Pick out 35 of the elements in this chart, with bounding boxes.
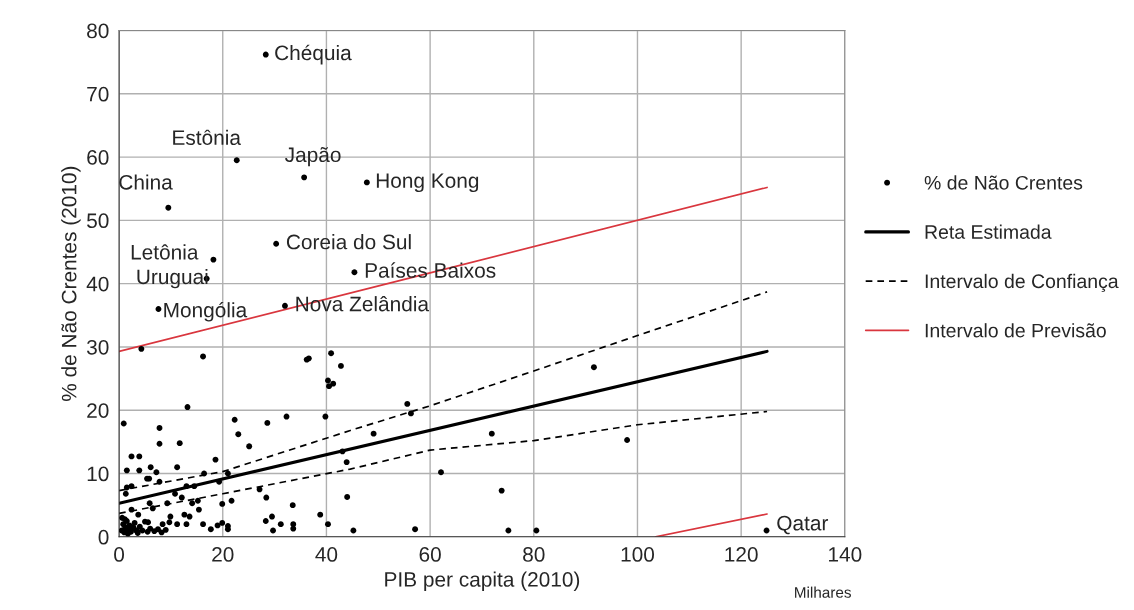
y-tick-label: 10 [87,466,109,482]
x-tick-label: 40 [315,547,338,562]
y-tick-label: 60 [87,150,109,165]
annotation: Uruguai [137,268,208,289]
y-tick-label: 40 [86,276,109,292]
y-axis-title: % de Não Crentes (2010) [61,166,81,402]
y-tick-label: 0 [98,529,109,545]
x-tick-label: 60 [419,547,441,562]
annotation: Chéquia [275,44,352,65]
annotation: Japão [285,146,341,167]
y-tick-label: 70 [87,86,109,102]
annotation: Coreia do Sul [286,234,411,250]
annotation: Países Baixos [365,262,496,278]
y-tick-label: 50 [87,213,109,229]
legend-label: Intervalo de Confiança [925,273,1119,293]
text: Milhares [795,586,851,598]
annotation: Mongólia [164,301,248,322]
y-tick-label: 80 [87,23,109,39]
annotation: Nova Zelândia [296,296,430,312]
y-tick-label: 20 [87,403,109,418]
legend-label: Intervalo de Previsão [925,323,1106,338]
x-tick-label: 20 [212,547,234,562]
y-tick-label: 30 [86,339,109,355]
x-tick-label: 140 [829,547,862,562]
annotation: Hong Kong [376,173,479,193]
legend-label: Reta Estimada [925,224,1052,239]
annotation: Estônia [173,129,241,146]
x-tick-label: 120 [725,547,758,562]
annotation: Letônia [131,244,199,260]
x-axis-title: PIB per capita (2010) [385,571,580,591]
legend-label: % de Não Crentes [924,175,1083,190]
x-tick-label: 80 [523,547,545,562]
x-tick-label: 0 [114,547,125,562]
annotation: Qatar [777,515,829,535]
x-tick-label: 100 [621,547,655,562]
